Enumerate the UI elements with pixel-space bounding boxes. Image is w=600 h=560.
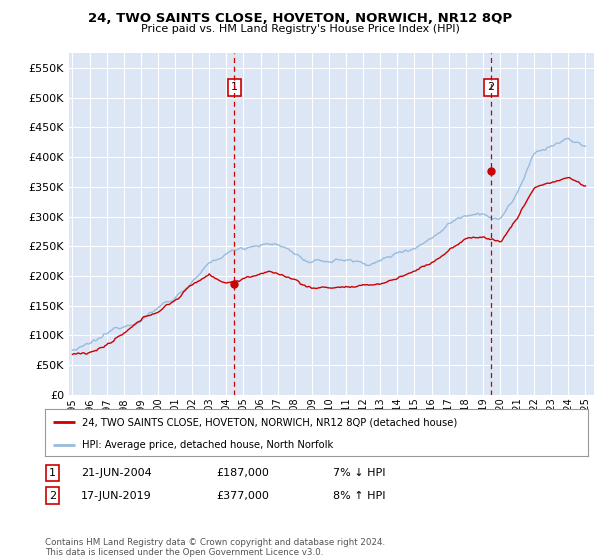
Text: 2: 2: [49, 491, 56, 501]
Text: 1: 1: [231, 82, 238, 92]
Text: 21-JUN-2004: 21-JUN-2004: [81, 468, 152, 478]
Text: £187,000: £187,000: [216, 468, 269, 478]
Text: Contains HM Land Registry data © Crown copyright and database right 2024.
This d: Contains HM Land Registry data © Crown c…: [45, 538, 385, 557]
Text: HPI: Average price, detached house, North Norfolk: HPI: Average price, detached house, Nort…: [82, 440, 333, 450]
Text: 7% ↓ HPI: 7% ↓ HPI: [333, 468, 386, 478]
Text: 1: 1: [49, 468, 56, 478]
Text: 8% ↑ HPI: 8% ↑ HPI: [333, 491, 386, 501]
Text: 24, TWO SAINTS CLOSE, HOVETON, NORWICH, NR12 8QP (detached house): 24, TWO SAINTS CLOSE, HOVETON, NORWICH, …: [82, 417, 457, 427]
Text: 17-JUN-2019: 17-JUN-2019: [81, 491, 152, 501]
Text: £377,000: £377,000: [216, 491, 269, 501]
Text: Price paid vs. HM Land Registry's House Price Index (HPI): Price paid vs. HM Land Registry's House …: [140, 24, 460, 34]
Text: 2: 2: [487, 82, 494, 92]
Text: 24, TWO SAINTS CLOSE, HOVETON, NORWICH, NR12 8QP: 24, TWO SAINTS CLOSE, HOVETON, NORWICH, …: [88, 12, 512, 25]
